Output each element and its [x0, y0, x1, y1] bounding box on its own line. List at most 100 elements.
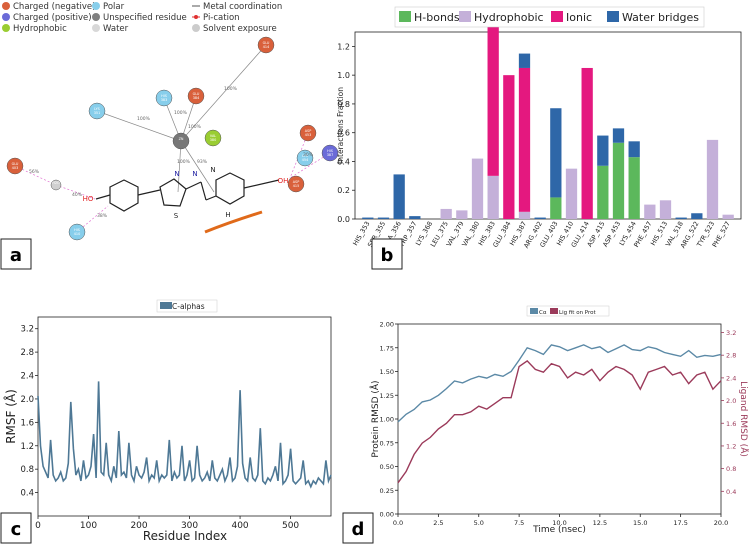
residue-node [6, 157, 24, 175]
x-tick-label: 7.5 [514, 519, 524, 527]
legend-label: Hydrophobic [13, 24, 67, 34]
bar-segment [377, 217, 390, 219]
ligand-structure [95, 172, 280, 234]
legend-label: Charged (positive) [13, 13, 92, 23]
bar-segment [362, 217, 374, 219]
bar-segment [612, 128, 625, 143]
bar-segment [628, 141, 640, 158]
residue-node [257, 36, 275, 54]
bar-segment [581, 67, 593, 219]
contact-line [96, 110, 182, 142]
x-tick-label: 100 [80, 521, 97, 531]
panel-c-rmsf-chart: 0 100 200 300 400 500 0.4 0.8 1.2 1.6 2.0 2.4 2.8 3.2… [0, 299, 332, 544]
bar-segment [565, 168, 578, 219]
residue-label: HIS 383 [161, 94, 167, 102]
y-tick-label: 0.4 [20, 489, 34, 499]
contact-percent: 100% [177, 159, 191, 165]
residue-label: HIS 387 [327, 149, 333, 157]
y2-tick-label: 2.0 [726, 397, 736, 405]
atom-label: N [192, 170, 197, 178]
atom-label: HO [83, 195, 94, 203]
y2-tick-label: 2.4 [726, 374, 736, 382]
y2-tick-label: 1.2 [726, 442, 736, 450]
bond [200, 181, 207, 201]
bar-segment [612, 142, 625, 219]
solvent-exposure-arc [204, 210, 263, 234]
y-tick-label: 1.25 [380, 392, 394, 400]
bar-segment [487, 175, 499, 219]
contact-percent: 100% [188, 124, 202, 130]
contact-percent: 30% [303, 152, 314, 158]
atom-label: N [210, 166, 215, 174]
panel-c-label: c [11, 519, 22, 540]
chart-legend [394, 6, 705, 28]
phenol-ring-right [215, 172, 245, 205]
residue-node [287, 175, 305, 193]
y-tick-label: 0.0 [337, 215, 350, 224]
contact-percent: 93% [197, 159, 208, 165]
bond [205, 195, 217, 201]
bar-segment [722, 214, 734, 219]
legend-swatch [530, 308, 538, 314]
contact-percent: 100% [174, 110, 188, 116]
bond [95, 194, 111, 200]
x-tick-label: 15.0 [633, 519, 647, 527]
thiazole-ring [159, 178, 187, 207]
contact-line [180, 140, 215, 193]
contact-percent: 56% [29, 169, 40, 175]
contact-line [55, 184, 96, 200]
residue-node [321, 144, 339, 162]
residue-label: HIS 410 [74, 228, 80, 236]
ligand-rmsd-line [397, 359, 722, 484]
contact-lines [14, 44, 331, 233]
legend-swatch [192, 24, 200, 32]
x-tick-label: 0 [35, 521, 41, 531]
legend-swatch [2, 2, 10, 10]
legend-swatch [92, 2, 100, 10]
residue-node [88, 102, 106, 120]
y2-tick-label: 0.8 [726, 465, 736, 473]
y-tick-label: 1.2 [20, 442, 34, 452]
y-tick-label: 1.75 [380, 344, 394, 352]
y-tick-label: 0.75 [380, 439, 394, 447]
bar-segment [409, 216, 421, 219]
residue-label: GLU 414 [263, 41, 270, 49]
pi-cation-dot [194, 15, 198, 19]
legend-label: Water bridges [622, 11, 699, 24]
panel-b-interaction-fractions-chart: 0.0 0.2 0.4 0.6 0.8 1.0 1.2 Interactions Fracti… [336, 6, 742, 270]
atom-label: OH [278, 177, 289, 185]
legend-swatch [92, 13, 100, 21]
y2-axis-label: Ligand RMSD (Å) [738, 381, 749, 457]
residue-label: H2O [52, 181, 60, 185]
bar-segment [518, 53, 531, 68]
bar-segment [706, 139, 719, 219]
legend-swatch [92, 24, 100, 32]
ligand-interaction-legend: Charged (negative)Charged (positive)Hydr… [2, 2, 282, 34]
bar-segment [487, 24, 499, 176]
bar-segment [518, 67, 531, 212]
residue-node [68, 223, 86, 241]
contact-percent: 100% [137, 116, 151, 122]
residue-label: LYS 351 [94, 107, 100, 115]
residue-label: LYS 454 [302, 154, 308, 162]
residue-node [296, 149, 314, 167]
y-axis-label: Protein RMSD (Å) [369, 380, 381, 457]
y-axis-label: Interactions Fraction [336, 87, 345, 164]
legend-swatch [551, 11, 563, 22]
bar-segment [597, 135, 609, 166]
bar-segment [550, 108, 562, 198]
residue-label: GLU 403 [12, 162, 19, 170]
plot-area [397, 323, 722, 515]
contact-percentages: 100% 100% 100% 100% 100% 93% 56% 40% 38% 30% [29, 86, 314, 219]
residue-node [204, 129, 222, 147]
legend-swatch [160, 302, 172, 309]
chart-c-plot: 0 100 200 300 400 500 0.4 0.8 1.2 1.6 2.0 2.4 2.8 3.2… [3, 299, 332, 543]
residue-label: ASP 415 [293, 180, 300, 188]
x-tick-label: 400 [231, 521, 248, 531]
legend-swatch [2, 13, 10, 21]
protein-rmsd-line [397, 344, 722, 423]
residue-label: ZN [179, 137, 184, 141]
bond [243, 179, 280, 189]
bar-segment [440, 208, 452, 219]
